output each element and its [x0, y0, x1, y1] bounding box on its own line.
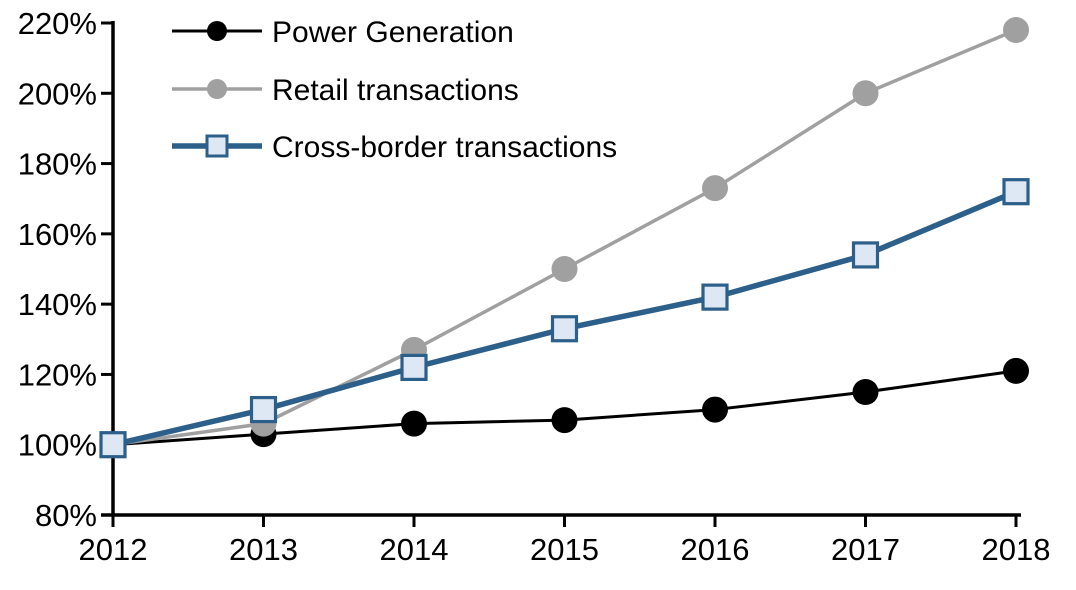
data-point-power-generation [401, 410, 427, 437]
y-tick-label: 140% [18, 287, 97, 322]
series-lines [99, 17, 1030, 459]
y-tick-label: 80% [35, 498, 97, 533]
x-tick-label: 2012 [79, 532, 148, 567]
legend-circle-marker-icon [207, 79, 227, 99]
legend-label: Retail transactions [272, 74, 519, 107]
data-point-cross-border-transactions [550, 315, 579, 343]
data-point-cross-border-transactions [99, 431, 127, 459]
legend-circle-marker-icon [207, 21, 227, 41]
series-line-retail-transactions [111, 28, 1018, 447]
y-tick-label: 120% [18, 357, 97, 392]
series-retail-transactions [100, 17, 1029, 458]
y-tick-label: 220% [18, 6, 97, 41]
series-cross-border-transactions [99, 178, 1030, 459]
x-axis: 2012 2013 2014 2015 2016 2017 2018 [79, 513, 1051, 567]
y-tick-label: 160% [18, 217, 97, 252]
legend-square-marker-icon [205, 134, 229, 158]
legend-label: Cross-border transactions [272, 131, 617, 164]
x-tick-label: 2017 [831, 532, 900, 567]
data-point-power-generation [852, 379, 879, 405]
data-point-cross-border-transactions [1002, 178, 1030, 206]
legend: Power Generation Retail transactions Cross… [172, 16, 617, 164]
data-point-cross-border-transactions [249, 395, 278, 424]
data-point-power-generation [1003, 357, 1029, 384]
data-point-power-generation [702, 396, 728, 423]
legend-item-power-generation: Power Generation [172, 16, 514, 49]
legend-item-cross-border-transactions: Cross-border transactions [172, 131, 617, 164]
y-tick-label: 200% [18, 76, 97, 111]
data-point-retail-transactions [551, 256, 578, 282]
x-tick-label: 2015 [530, 532, 599, 567]
data-point-power-generation [551, 407, 578, 434]
x-tick-label: 2018 [982, 532, 1051, 567]
y-axis: 80% 100% 120% 140% 160% 180% 200% 220% [18, 6, 115, 533]
data-point-cross-border-transactions [400, 353, 428, 381]
x-tick-label: 2016 [681, 532, 750, 567]
y-tick-label: 100% [18, 428, 97, 463]
legend-item-retail-transactions: Retail transactions [172, 74, 519, 107]
x-tick-label: 2013 [229, 532, 298, 567]
data-point-retail-transactions [1003, 17, 1029, 44]
legend-label: Power Generation [272, 16, 514, 49]
data-point-retail-transactions [702, 175, 728, 202]
y-tick-label: 180% [18, 147, 97, 182]
data-point-cross-border-transactions [701, 283, 729, 311]
series-power-generation [100, 357, 1029, 458]
data-point-cross-border-transactions [851, 241, 880, 269]
data-point-retail-transactions [852, 80, 879, 107]
x-tick-label: 2014 [380, 532, 449, 567]
